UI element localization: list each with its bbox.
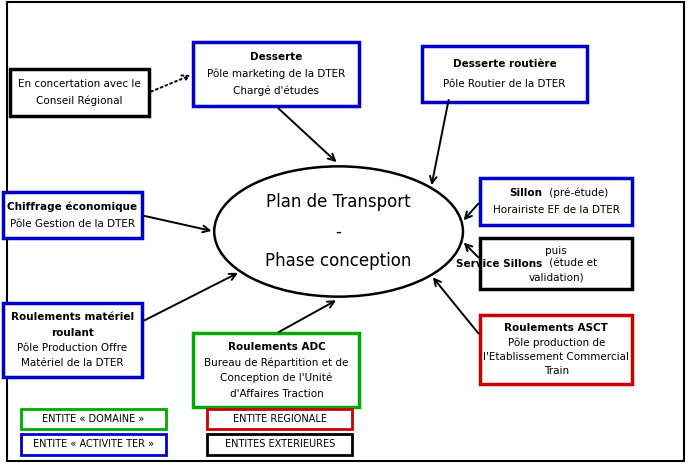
Text: Plan de Transport
-
Phase conception: Plan de Transport - Phase conception [265,193,412,270]
Text: Service Sillons: Service Sillons [456,259,542,269]
Text: Pôle Production Offre: Pôle Production Offre [17,343,128,353]
Text: Matériel de la DTER: Matériel de la DTER [21,358,124,369]
Text: Roulements ADC: Roulements ADC [227,342,325,352]
Text: Horairiste EF de la DTER: Horairiste EF de la DTER [493,205,620,215]
FancyBboxPatch shape [3,192,142,238]
Text: Desserte: Desserte [250,52,303,62]
FancyBboxPatch shape [3,303,142,377]
FancyBboxPatch shape [7,2,684,461]
Text: Pôle marketing de la DTER: Pôle marketing de la DTER [207,69,346,79]
Text: ENTITE « DOMAINE »: ENTITE « DOMAINE » [42,414,144,424]
FancyBboxPatch shape [422,46,587,102]
Text: (étude et: (étude et [546,259,597,269]
Text: puis: puis [545,245,567,256]
Text: Roulements matériel: Roulements matériel [11,312,134,322]
FancyBboxPatch shape [207,409,352,429]
Text: Pôle Routier de la DTER: Pôle Routier de la DTER [443,79,566,89]
Text: Sillon: Sillon [509,188,542,198]
Text: Train: Train [544,366,569,376]
FancyBboxPatch shape [480,238,632,289]
Text: Desserte routière: Desserte routière [453,59,556,69]
FancyBboxPatch shape [21,409,166,429]
Text: (pré-étude): (pré-étude) [546,188,608,198]
FancyBboxPatch shape [480,315,632,384]
Text: Conseil Régional: Conseil Régional [36,96,123,106]
FancyBboxPatch shape [480,178,632,225]
Text: ENTITE « ACTIVITE TER »: ENTITE « ACTIVITE TER » [32,439,154,450]
Text: Chiffrage économique: Chiffrage économique [8,202,138,212]
Text: l'Etablissement Commercial: l'Etablissement Commercial [483,352,630,362]
Text: Bureau de Répartition et de: Bureau de Répartition et de [205,357,348,368]
Text: Chargé d'études: Chargé d'études [234,86,319,96]
FancyBboxPatch shape [10,69,149,116]
Text: Pôle Gestion de la DTER: Pôle Gestion de la DTER [10,219,135,229]
Text: ENTITE REGIONALE: ENTITE REGIONALE [233,414,327,424]
Text: En concertation avec le: En concertation avec le [18,79,141,89]
Text: validation): validation) [529,272,584,282]
FancyBboxPatch shape [193,333,359,407]
Text: Roulements ASCT: Roulements ASCT [504,323,608,333]
Text: Pôle production de: Pôle production de [508,337,605,348]
Text: d'Affaires Traction: d'Affaires Traction [229,388,323,399]
Text: roulant: roulant [51,328,94,338]
FancyBboxPatch shape [21,434,166,455]
FancyBboxPatch shape [207,434,352,455]
Text: Conception de l'Unité: Conception de l'Unité [220,373,332,383]
FancyBboxPatch shape [193,42,359,106]
Text: ENTITES EXTERIEURES: ENTITES EXTERIEURES [225,439,335,450]
